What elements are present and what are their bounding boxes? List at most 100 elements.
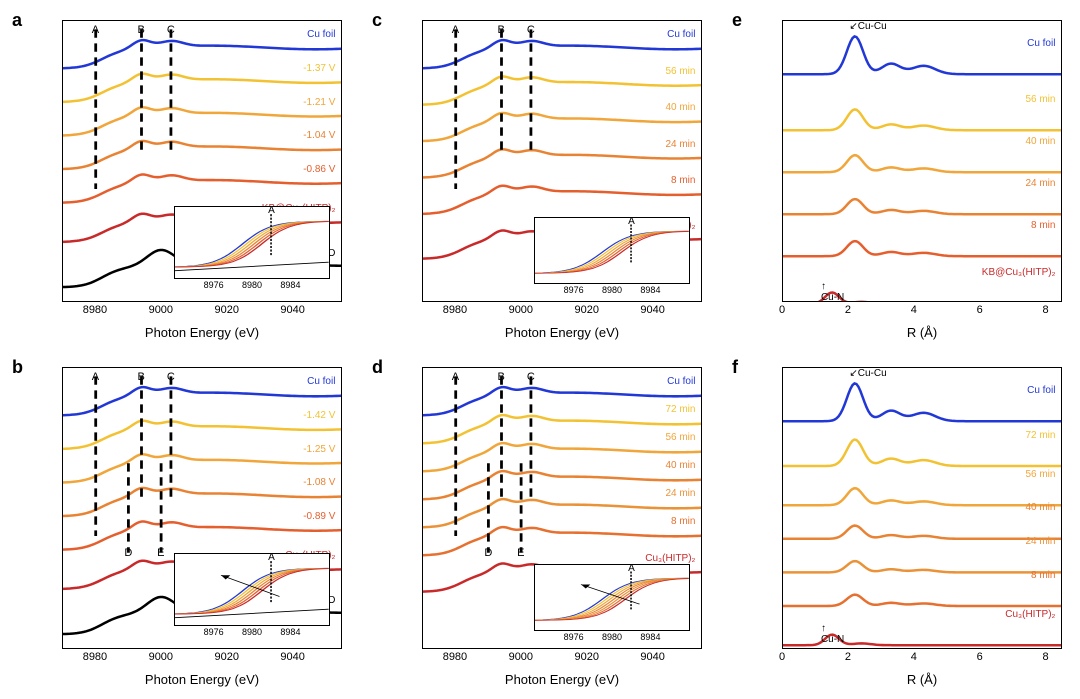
inset-a-label: A bbox=[628, 216, 635, 227]
inset-trace bbox=[535, 578, 689, 620]
trace-40 min bbox=[783, 155, 1061, 172]
trace-label: 8 min bbox=[671, 516, 695, 527]
plot-area: ABCDECu foil-1.42 V-1.25 V-1.08 V-0.89 V… bbox=[62, 367, 342, 649]
inset-trace bbox=[175, 568, 329, 614]
trace-label: -1.08 V bbox=[303, 477, 335, 488]
feature-label-C: C bbox=[527, 24, 535, 36]
trace-Cu foil bbox=[783, 36, 1061, 74]
inset-trace bbox=[175, 221, 329, 267]
trace-24 min bbox=[423, 149, 701, 177]
trace-Cu foil bbox=[63, 40, 341, 68]
trace-label: 24 min bbox=[665, 139, 695, 150]
panel-d: dNormalized intensity (a.u.)ABCDECu foil… bbox=[370, 357, 710, 689]
trace--0.86 V bbox=[63, 175, 341, 203]
x-ticks: 8980900090209040 bbox=[62, 651, 342, 667]
inset-trace bbox=[175, 221, 329, 266]
panel-letter: f bbox=[732, 357, 738, 378]
inset-trace bbox=[175, 568, 329, 613]
trace-label: 56 min bbox=[1025, 469, 1055, 480]
annot-cu-n: ↑Cu-N bbox=[821, 623, 844, 645]
panel-letter: c bbox=[372, 10, 382, 31]
x-ticks: 02468 bbox=[782, 651, 1062, 667]
feature-label-B: B bbox=[497, 371, 504, 383]
feature-label-E: E bbox=[517, 547, 524, 559]
trace-label: 8 min bbox=[671, 175, 695, 186]
inset-trace bbox=[175, 221, 329, 266]
trace-label: -1.04 V bbox=[303, 130, 335, 141]
trace-Cu foil bbox=[783, 383, 1061, 421]
inset-trace bbox=[535, 578, 689, 620]
trace-label: 40 min bbox=[665, 102, 695, 113]
figure-grid: aNormalized intensity (a.u.)ABCCu foil-1… bbox=[10, 10, 1070, 689]
trace-label: 8 min bbox=[1031, 570, 1055, 581]
trace-label: 24 min bbox=[665, 488, 695, 499]
inset-trace bbox=[535, 231, 689, 273]
trace-24 min bbox=[783, 561, 1061, 572]
panel-a: aNormalized intensity (a.u.)ABCCu foil-1… bbox=[10, 10, 350, 342]
panel-letter: e bbox=[732, 10, 742, 31]
feature-label-D: D bbox=[484, 547, 492, 559]
trace-8 min bbox=[783, 595, 1061, 606]
inset-trace bbox=[535, 231, 689, 273]
trace-label: 72 min bbox=[1025, 430, 1055, 441]
trace--1.25 V bbox=[63, 454, 341, 482]
trace-label: 56 min bbox=[665, 66, 695, 77]
feature-label-B: B bbox=[137, 24, 144, 36]
trace-label: Cu foil bbox=[1027, 38, 1055, 49]
trace-40 min bbox=[783, 526, 1061, 539]
plot-area: ABCDECu foil72 min56 min40 min24 min8 mi… bbox=[422, 367, 702, 649]
plot-area: Cu foil56 min40 min24 min8 minKB@Cu₃(HIT… bbox=[782, 20, 1062, 302]
inset-trace bbox=[175, 221, 329, 267]
feature-label-C: C bbox=[527, 371, 535, 383]
trace-label: 24 min bbox=[1025, 178, 1055, 189]
x-ticks: 8980900090209040 bbox=[422, 651, 702, 667]
inset-a-label: A bbox=[268, 552, 275, 563]
annot-cu-cu: ↙Cu-Cu bbox=[849, 21, 886, 32]
inset-trace bbox=[535, 231, 689, 273]
feature-label-D: D bbox=[124, 547, 132, 559]
x-ticks: 8980900090209040 bbox=[62, 304, 342, 320]
inset-a-label: A bbox=[628, 563, 635, 574]
trace-56 min bbox=[783, 488, 1061, 505]
trace-72 min bbox=[423, 415, 701, 443]
inset-trace bbox=[175, 568, 329, 614]
inset-trace bbox=[535, 579, 689, 621]
x-ticks: 02468 bbox=[782, 304, 1062, 320]
trace-8 min bbox=[423, 186, 701, 214]
inset-trace bbox=[535, 231, 689, 273]
trace-label: 40 min bbox=[665, 460, 695, 471]
inset-trace bbox=[535, 578, 689, 620]
trace-40 min bbox=[423, 471, 701, 499]
x-axis-label: R (Å) bbox=[782, 672, 1062, 687]
panel-letter: b bbox=[12, 357, 23, 378]
trace-label: Cu foil bbox=[667, 29, 695, 40]
trace-8 min bbox=[423, 527, 701, 555]
trace-label: Cu foil bbox=[667, 376, 695, 387]
feature-label-A: A bbox=[92, 371, 99, 383]
x-ticks: 8980900090209040 bbox=[422, 304, 702, 320]
inset-trace bbox=[535, 231, 689, 273]
feature-label-B: B bbox=[497, 24, 504, 36]
trace-label: -0.86 V bbox=[303, 164, 335, 175]
x-axis-label: Photon Energy (eV) bbox=[62, 325, 342, 340]
trace-label: 8 min bbox=[1031, 220, 1055, 231]
trace-label: -1.21 V bbox=[303, 97, 335, 108]
trace-56 min bbox=[423, 77, 701, 105]
panel-f: fFT magnitude (a.u.)Cu foil72 min56 min4… bbox=[730, 357, 1070, 689]
trace-label: 56 min bbox=[1025, 94, 1055, 105]
panel-b: bNormalized intensity (a.u.)ABCDECu foil… bbox=[10, 357, 350, 689]
trace-label: -1.25 V bbox=[303, 444, 335, 455]
plot-area: ABCCu foil-1.37 V-1.21 V-1.04 V-0.86 VKB… bbox=[62, 20, 342, 302]
trace-label: 40 min bbox=[1025, 502, 1055, 513]
feature-label-C: C bbox=[167, 24, 175, 36]
trace--1.37 V bbox=[63, 74, 341, 102]
trace-40 min bbox=[423, 113, 701, 141]
trace-72 min bbox=[783, 440, 1061, 466]
inset: A897689808984 bbox=[174, 553, 330, 626]
feature-label-C: C bbox=[167, 371, 175, 383]
trace--1.21 V bbox=[63, 107, 341, 135]
trace-Cu foil bbox=[423, 40, 701, 68]
trace-label: -0.89 V bbox=[303, 511, 335, 522]
trace--1.42 V bbox=[63, 421, 341, 449]
x-axis-label: Photon Energy (eV) bbox=[62, 672, 342, 687]
